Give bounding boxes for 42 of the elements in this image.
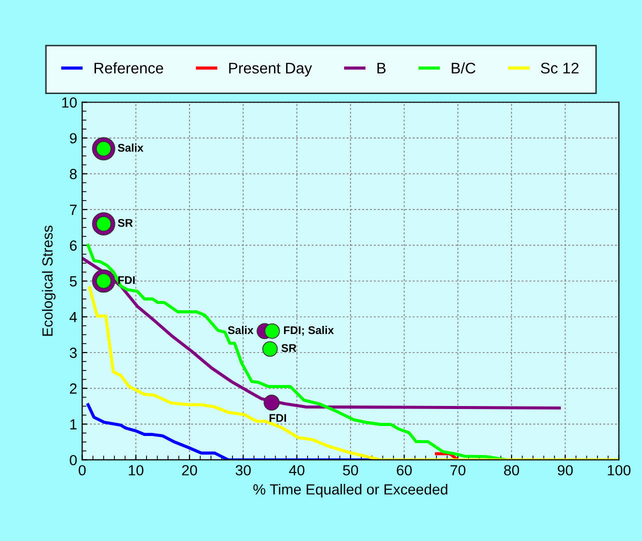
legend-label: Reference bbox=[94, 62, 164, 74]
annotation: SR bbox=[281, 344, 296, 352]
y-tick-label: 0 bbox=[70, 454, 77, 466]
x-tick-label: 20 bbox=[182, 465, 198, 476]
y-tick-label: 2 bbox=[70, 383, 77, 394]
point bbox=[262, 341, 278, 357]
x-tick-label: 30 bbox=[236, 465, 251, 476]
x-axis-title: % Time Equalled or Exceeded bbox=[253, 484, 448, 498]
annotation: FDI; Salix bbox=[284, 326, 334, 336]
y-tick-label: 1 bbox=[70, 419, 77, 430]
y-tick-label: 4 bbox=[70, 312, 77, 322]
point bbox=[264, 323, 280, 339]
x-tick-label: 40 bbox=[289, 465, 304, 476]
annotation: FDI bbox=[270, 414, 286, 422]
y-tick-label: 3 bbox=[70, 348, 77, 358]
annotation: Salix bbox=[118, 144, 144, 152]
x-tick-label: 50 bbox=[343, 465, 358, 476]
x-tick-label: 90 bbox=[558, 465, 573, 476]
x-tick-label: 100 bbox=[608, 465, 630, 476]
y-tick-label: 8 bbox=[70, 168, 77, 180]
legend-label: Present Day bbox=[229, 62, 312, 77]
x-tick-label: 0 bbox=[78, 465, 86, 476]
legend-label: Sc 12 bbox=[540, 62, 578, 74]
y-tick-label: 5 bbox=[70, 276, 77, 286]
annotation: Salix bbox=[228, 326, 254, 334]
y-tick-label: 9 bbox=[70, 133, 77, 144]
line-series bbox=[82, 256, 561, 410]
legend-label: B/C bbox=[452, 62, 476, 74]
line-series bbox=[88, 286, 619, 460]
y-tick-label: 10 bbox=[62, 97, 77, 108]
x-tick-label: 10 bbox=[128, 465, 144, 476]
x-tick-label: 70 bbox=[450, 465, 466, 476]
point bbox=[264, 394, 280, 411]
y-tick-label: 7 bbox=[70, 204, 77, 215]
y-tick-label: 6 bbox=[70, 240, 77, 251]
y-axis-title: Ecological Stress bbox=[42, 226, 56, 336]
line-series bbox=[86, 244, 508, 460]
x-tick-label: 80 bbox=[504, 465, 520, 476]
line-series bbox=[86, 403, 374, 460]
annotation: SR bbox=[118, 218, 133, 227]
x-tick-label: 60 bbox=[396, 465, 412, 476]
legend-label: B bbox=[377, 62, 386, 74]
